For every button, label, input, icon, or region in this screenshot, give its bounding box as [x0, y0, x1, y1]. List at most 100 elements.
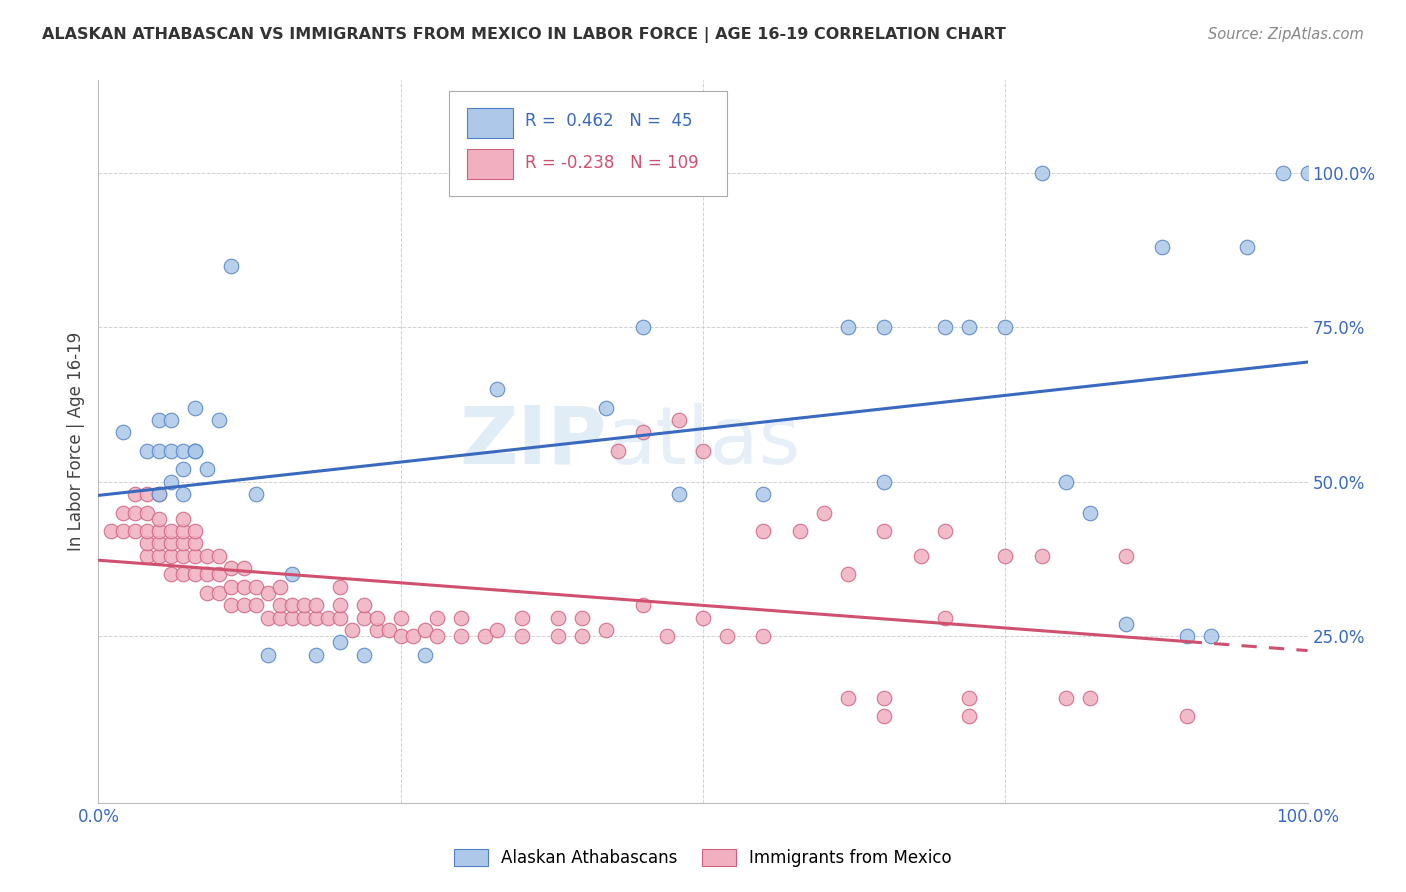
Point — [172, 487, 194, 501]
Point — [389, 610, 412, 624]
Point — [631, 598, 654, 612]
Point — [245, 580, 267, 594]
Point — [172, 536, 194, 550]
Point — [873, 320, 896, 334]
Point — [668, 487, 690, 501]
Text: atlas: atlas — [606, 402, 800, 481]
Point — [607, 443, 630, 458]
FancyBboxPatch shape — [467, 108, 513, 138]
Point — [221, 580, 243, 594]
Point — [172, 549, 194, 563]
Point — [281, 610, 304, 624]
Point — [510, 629, 533, 643]
Point — [148, 549, 170, 563]
Point — [752, 487, 775, 501]
Point — [1031, 549, 1053, 563]
Point — [389, 629, 412, 643]
Point — [232, 561, 254, 575]
Y-axis label: In Labor Force | Age 16-19: In Labor Force | Age 16-19 — [66, 332, 84, 551]
Point — [957, 690, 980, 705]
Point — [1152, 240, 1174, 254]
Point — [957, 320, 980, 334]
Legend: Alaskan Athabascans, Immigrants from Mexico: Alaskan Athabascans, Immigrants from Mex… — [447, 842, 959, 874]
Point — [450, 629, 472, 643]
Point — [148, 524, 170, 538]
Point — [1115, 549, 1137, 563]
Point — [100, 524, 122, 538]
Point — [160, 443, 183, 458]
Point — [172, 524, 194, 538]
Point — [934, 524, 956, 538]
Point — [934, 610, 956, 624]
Point — [716, 629, 738, 643]
Point — [813, 506, 835, 520]
Point — [184, 536, 207, 550]
Point — [934, 320, 956, 334]
Point — [148, 536, 170, 550]
Point — [1031, 166, 1053, 180]
Point — [208, 567, 231, 582]
Point — [124, 506, 146, 520]
Point — [184, 567, 207, 582]
Point — [426, 629, 449, 643]
Point — [595, 401, 617, 415]
Point — [1078, 690, 1101, 705]
Text: ZIP: ZIP — [458, 402, 606, 481]
Point — [316, 610, 339, 624]
Point — [1175, 709, 1198, 723]
Point — [413, 648, 436, 662]
Point — [148, 487, 170, 501]
Point — [208, 549, 231, 563]
Point — [342, 623, 364, 637]
Point — [148, 443, 170, 458]
Point — [245, 598, 267, 612]
Point — [135, 524, 157, 538]
Point — [873, 690, 896, 705]
Text: ALASKAN ATHABASCAN VS IMMIGRANTS FROM MEXICO IN LABOR FORCE | AGE 16-19 CORRELAT: ALASKAN ATHABASCAN VS IMMIGRANTS FROM ME… — [42, 27, 1007, 43]
Point — [655, 629, 678, 643]
Point — [837, 690, 859, 705]
Point — [305, 610, 328, 624]
Point — [631, 425, 654, 440]
Point — [426, 610, 449, 624]
Point — [631, 320, 654, 334]
Point — [184, 401, 207, 415]
Point — [269, 580, 291, 594]
Point — [1236, 240, 1258, 254]
Point — [221, 598, 243, 612]
Point — [474, 629, 496, 643]
Point — [668, 413, 690, 427]
Text: R = -0.238   N = 109: R = -0.238 N = 109 — [526, 154, 699, 172]
Point — [256, 586, 278, 600]
Point — [160, 567, 183, 582]
Point — [184, 443, 207, 458]
Point — [837, 567, 859, 582]
Point — [184, 524, 207, 538]
Point — [329, 635, 352, 649]
Point — [111, 506, 134, 520]
Point — [366, 623, 388, 637]
Point — [160, 549, 183, 563]
Point — [377, 623, 399, 637]
Point — [353, 598, 375, 612]
Point — [510, 610, 533, 624]
Point — [195, 586, 218, 600]
FancyBboxPatch shape — [449, 91, 727, 196]
Point — [124, 487, 146, 501]
Point — [692, 443, 714, 458]
Point — [292, 610, 315, 624]
Point — [269, 598, 291, 612]
Point — [172, 512, 194, 526]
Point — [135, 549, 157, 563]
Point — [366, 610, 388, 624]
Point — [135, 487, 157, 501]
Point — [281, 567, 304, 582]
Point — [160, 475, 183, 489]
Text: R =  0.462   N =  45: R = 0.462 N = 45 — [526, 112, 693, 130]
Point — [450, 610, 472, 624]
Point — [256, 648, 278, 662]
Point — [148, 512, 170, 526]
Point — [1272, 166, 1295, 180]
Point — [329, 580, 352, 594]
Point — [1054, 690, 1077, 705]
